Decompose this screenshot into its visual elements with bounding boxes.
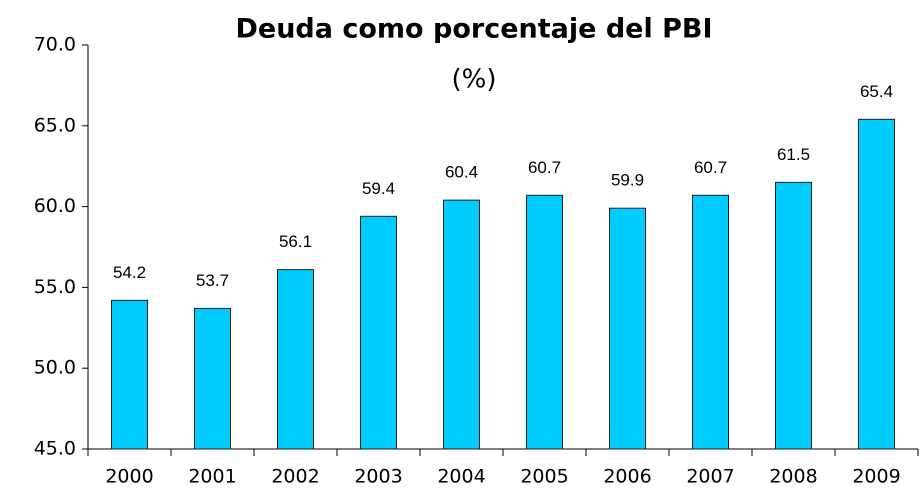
y-tick-label: 55.0 xyxy=(34,276,76,298)
bar xyxy=(194,307,231,450)
x-tick-label: 2007 xyxy=(686,466,734,488)
value-label: 59.9 xyxy=(611,171,644,190)
bar xyxy=(609,207,646,450)
y-tick-label: 50.0 xyxy=(34,357,76,379)
value-label: 60.7 xyxy=(528,158,561,177)
x-tick-label: 2002 xyxy=(271,466,319,488)
x-tick-label: 2008 xyxy=(769,466,817,488)
bar xyxy=(111,299,148,450)
value-label: 60.7 xyxy=(694,158,727,177)
chart-subtitle: (%) xyxy=(452,65,497,95)
value-label: 65.4 xyxy=(860,82,893,101)
bar xyxy=(858,118,895,450)
value-label: 54.2 xyxy=(113,263,146,282)
x-tick-label: 2005 xyxy=(520,466,568,488)
y-tick-label: 65.0 xyxy=(34,114,76,136)
y-tick-label: 70.0 xyxy=(34,34,76,56)
value-label: 53.7 xyxy=(196,271,229,290)
y-tick-label: 60.0 xyxy=(34,195,76,217)
x-tick-label: 2009 xyxy=(852,466,900,488)
value-label: 61.5 xyxy=(777,145,810,164)
x-tick-label: 2000 xyxy=(105,466,153,488)
x-tick-label: 2004 xyxy=(437,466,485,488)
value-label: 56.1 xyxy=(279,232,312,251)
x-tick-label: 2006 xyxy=(603,466,651,488)
chart-title: Deuda como porcentaje del PBI xyxy=(235,14,712,45)
bar xyxy=(277,269,314,450)
y-tick-label: 45.0 xyxy=(34,438,76,460)
value-label: 60.4 xyxy=(445,163,478,182)
bar xyxy=(775,181,812,450)
bar xyxy=(692,194,729,450)
bar xyxy=(360,215,397,450)
bar xyxy=(526,194,563,450)
value-label: 59.4 xyxy=(362,179,395,198)
x-tick-label: 2003 xyxy=(354,466,402,488)
bar xyxy=(443,199,480,450)
x-tick-label: 2001 xyxy=(188,466,236,488)
